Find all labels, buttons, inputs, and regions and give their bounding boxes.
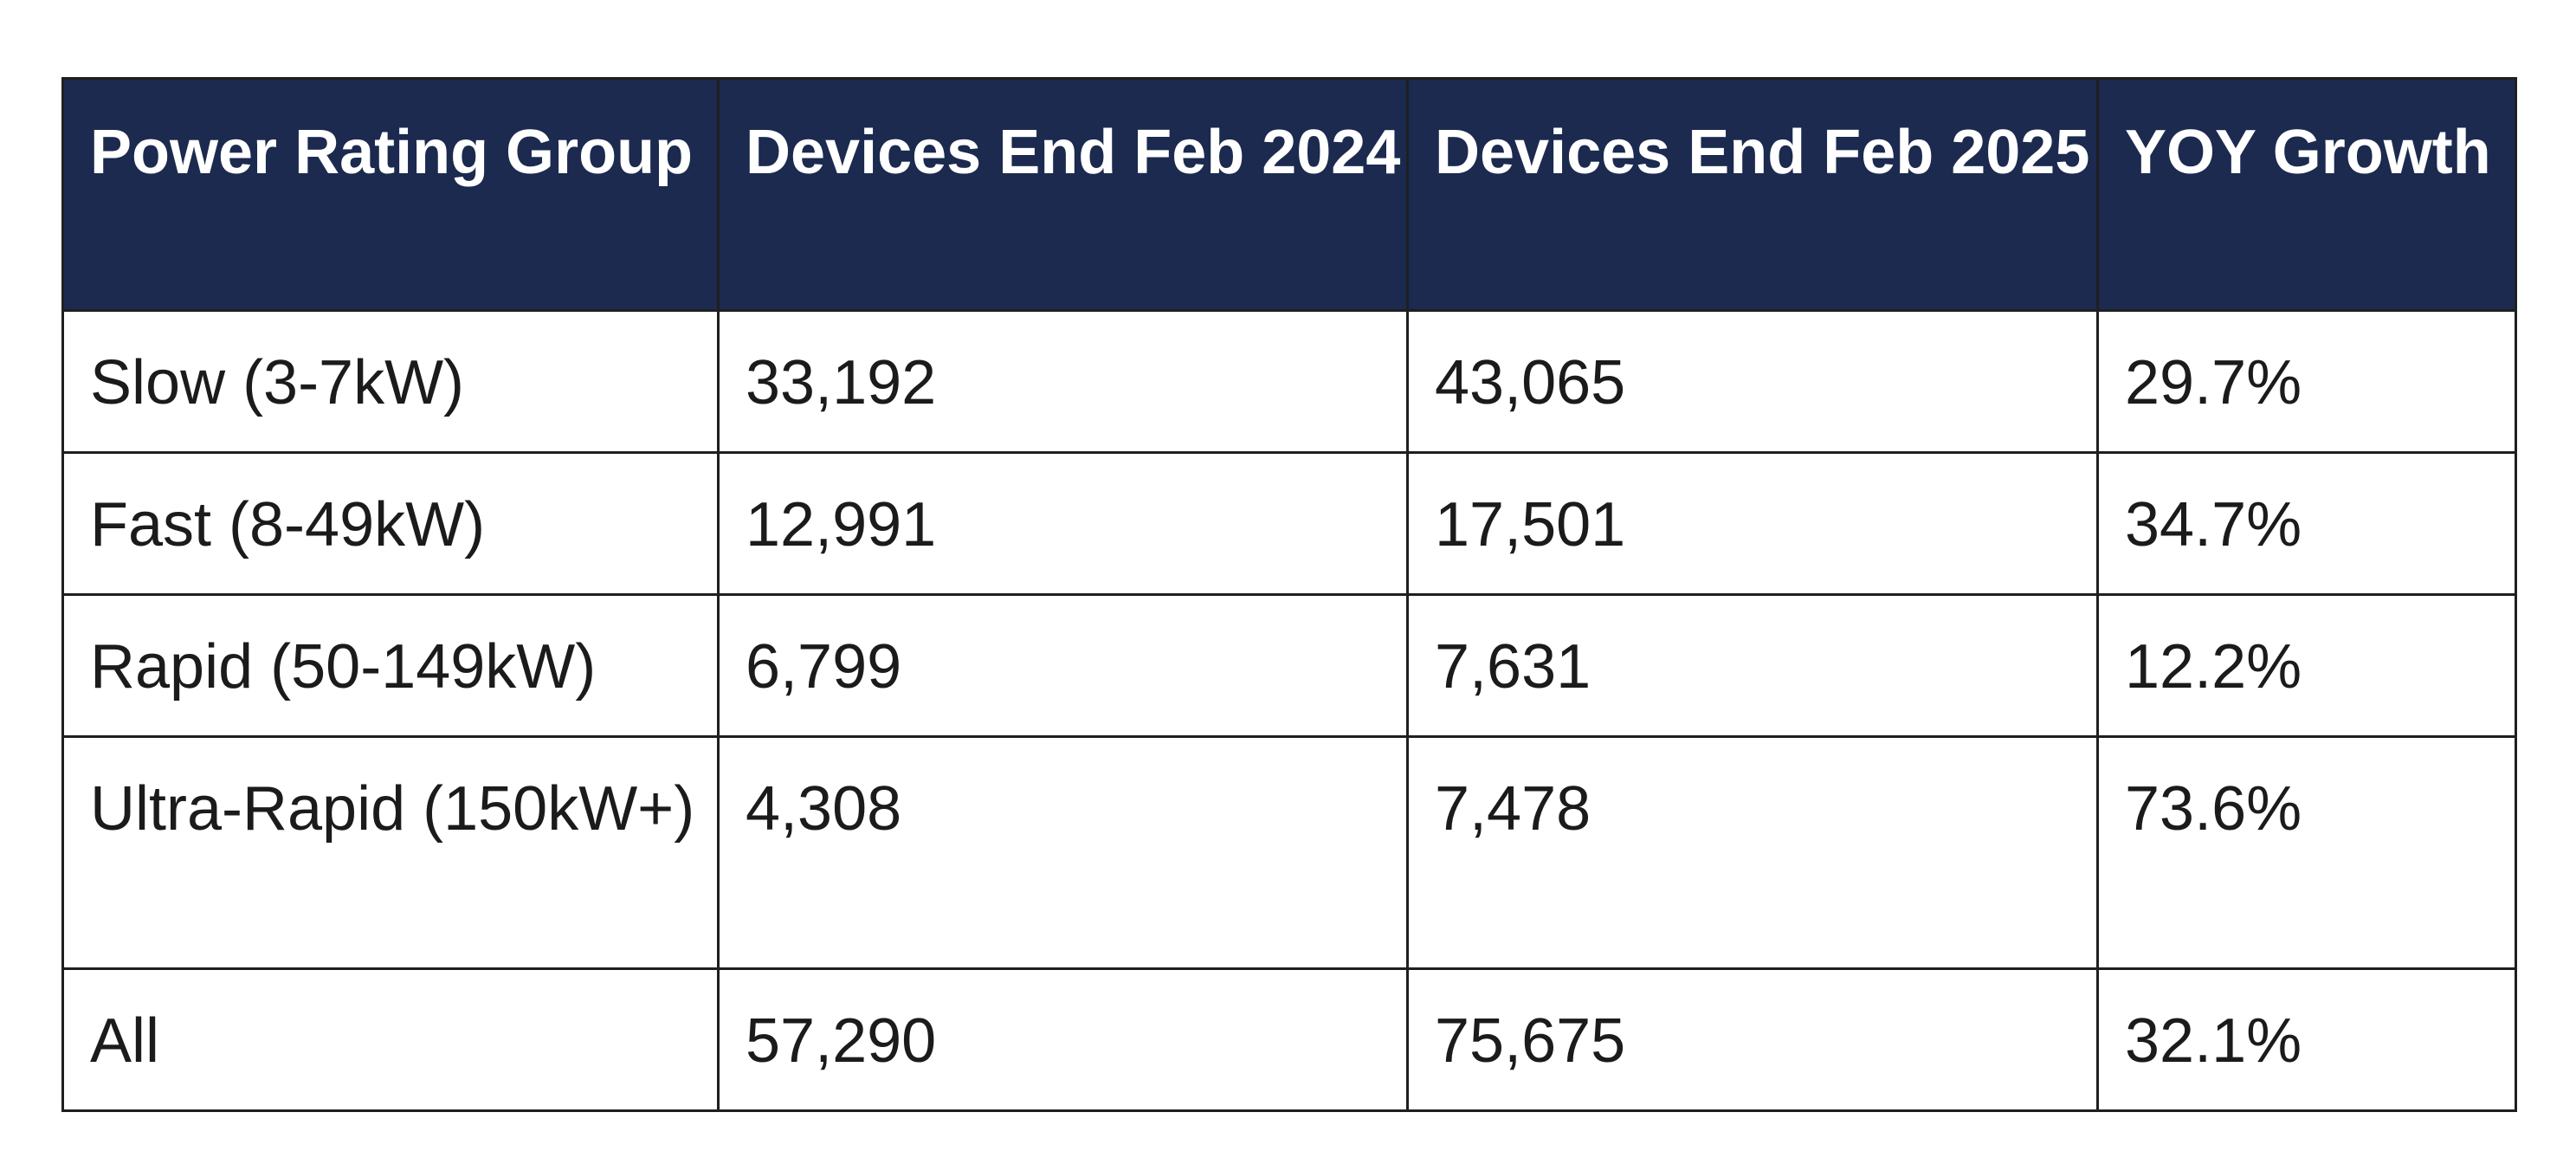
cell-power-rating-group: All (61, 967, 720, 1112)
table-row-total: All 57,290 75,675 32.1% (61, 967, 2517, 1112)
cell-devices-feb-2025: 7,478 (1406, 735, 2099, 970)
cell-yoy-growth: 29.7% (2096, 309, 2517, 454)
header-devices-feb-2025: Devices End Feb 2025 (1406, 77, 2099, 312)
table-row: Slow (3-7kW) 33,192 43,065 29.7% (61, 309, 2517, 454)
cell-power-rating-group: Ultra-Rapid (150kW+) (61, 735, 720, 970)
ev-charging-devices-table: Power Rating Group Devices End Feb 2024 … (61, 77, 2517, 1112)
cell-power-rating-group: Rapid (50-149kW) (61, 593, 720, 738)
table-header: Power Rating Group Devices End Feb 2024 … (61, 77, 2517, 312)
ev-charging-devices-table-container: Power Rating Group Devices End Feb 2024 … (61, 77, 2517, 1112)
cell-yoy-growth: 34.7% (2096, 451, 2517, 596)
cell-power-rating-group: Fast (8-49kW) (61, 451, 720, 596)
cell-devices-feb-2024: 4,308 (717, 735, 1409, 970)
table-row: Fast (8-49kW) 12,991 17,501 34.7% (61, 451, 2517, 596)
header-power-rating-group: Power Rating Group (61, 77, 720, 312)
header-row: Power Rating Group Devices End Feb 2024 … (61, 77, 2517, 312)
cell-devices-feb-2025: 43,065 (1406, 309, 2099, 454)
table-body: Slow (3-7kW) 33,192 43,065 29.7% Fast (8… (61, 309, 2517, 1112)
cell-yoy-growth: 12.2% (2096, 593, 2517, 738)
cell-devices-feb-2024: 33,192 (717, 309, 1409, 454)
cell-devices-feb-2024: 57,290 (717, 967, 1409, 1112)
cell-devices-feb-2024: 6,799 (717, 593, 1409, 738)
header-yoy-growth: YOY Growth (2096, 77, 2517, 312)
cell-yoy-growth: 73.6% (2096, 735, 2517, 970)
table-row: Ultra-Rapid (150kW+) 4,308 7,478 73.6% (61, 735, 2517, 970)
cell-devices-feb-2025: 75,675 (1406, 967, 2099, 1112)
cell-yoy-growth: 32.1% (2096, 967, 2517, 1112)
cell-devices-feb-2025: 17,501 (1406, 451, 2099, 596)
cell-power-rating-group: Slow (3-7kW) (61, 309, 720, 454)
table-row: Rapid (50-149kW) 6,799 7,631 12.2% (61, 593, 2517, 738)
cell-devices-feb-2025: 7,631 (1406, 593, 2099, 738)
header-devices-feb-2024: Devices End Feb 2024 (717, 77, 1409, 312)
cell-devices-feb-2024: 12,991 (717, 451, 1409, 596)
